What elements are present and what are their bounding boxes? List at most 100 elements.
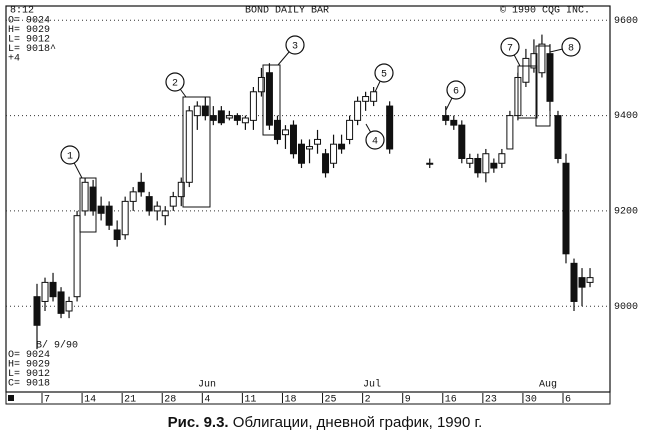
candle-body	[458, 124, 466, 159]
axis-marker	[8, 395, 14, 401]
candle-body	[153, 205, 161, 212]
candle-body	[145, 196, 153, 212]
x-tick-label: 7	[44, 395, 50, 406]
candle-body	[177, 181, 185, 198]
annotation-circle	[500, 37, 520, 57]
candle-body	[338, 143, 346, 150]
candle-body	[33, 296, 41, 326]
info-bottom: L= 9012	[8, 369, 50, 380]
x-tick-label: 28	[164, 395, 176, 406]
info-bottom: O= 9024	[8, 350, 50, 361]
candle-body	[265, 72, 273, 126]
candle-body	[193, 105, 201, 117]
candle-body	[233, 115, 241, 121]
annotation-label: 4	[372, 137, 378, 148]
x-tick-label: 16	[445, 395, 457, 406]
chart-title: BOND DAILY BAR	[245, 6, 329, 17]
x-tick-label: 30	[525, 395, 537, 406]
candle-body	[482, 153, 490, 174]
candle-body	[498, 153, 506, 164]
candle-body	[330, 143, 338, 164]
candle-body	[490, 162, 498, 169]
info-top: H= 9029	[8, 25, 50, 36]
annotation-label: 6	[453, 87, 459, 98]
candle-body	[442, 115, 450, 121]
candle-body	[57, 291, 65, 314]
annotation-circle	[561, 37, 581, 57]
annotation-circle	[374, 63, 394, 83]
candle-body	[161, 210, 169, 217]
annotation-circle	[165, 72, 185, 92]
annotation-label: 7	[507, 44, 513, 55]
annotation-circle	[60, 145, 80, 165]
candle-body	[522, 57, 530, 83]
annotation-circle	[446, 80, 466, 100]
candle-body	[450, 119, 458, 126]
candle-body	[538, 43, 546, 74]
info-bottom: H= 9029	[8, 360, 50, 371]
annotation-circle	[365, 130, 385, 150]
candle-body	[121, 200, 129, 236]
info-top: L= 9018^	[8, 44, 56, 55]
candle-body	[89, 186, 97, 212]
x-tick-label: 9	[405, 395, 411, 406]
candle-body	[306, 146, 314, 150]
candle-body	[466, 157, 474, 164]
highlight-box	[182, 96, 211, 208]
annotation-label: 3	[292, 42, 298, 53]
x-tick-label: 23	[485, 395, 497, 406]
candle-body	[113, 229, 121, 241]
y-tick-label: 9600	[614, 16, 638, 27]
x-tick-label: 18	[284, 395, 296, 406]
candle-body	[73, 215, 81, 298]
candle-body	[169, 196, 177, 207]
candle-body	[97, 205, 105, 214]
info-bottom: B/ 9/90	[36, 340, 78, 352]
candle-body	[209, 115, 217, 121]
candle-body	[105, 205, 113, 226]
timestamp: 8:12	[10, 6, 34, 17]
candle-body	[81, 181, 89, 212]
candle-body	[129, 191, 137, 202]
candle-body	[314, 138, 322, 145]
candle-body	[554, 115, 562, 159]
caption: Рис. 9.3. Облигации, дневной график, 199…	[0, 414, 650, 431]
candle-body	[474, 157, 482, 174]
candle-body	[249, 91, 257, 121]
info-bottom: C= 9018	[8, 379, 50, 390]
candle-body	[362, 96, 370, 102]
info-top: O= 9024	[8, 16, 50, 27]
highlight-box	[517, 65, 538, 119]
candle-body	[370, 91, 378, 102]
candle-body	[185, 110, 193, 183]
annotation-label: 5	[381, 70, 387, 81]
info-top: L= 9012	[8, 35, 50, 46]
y-tick-label: 9200	[614, 207, 638, 218]
highlight-box	[79, 177, 97, 233]
candle-body	[506, 115, 514, 150]
x-tick-label: 11	[244, 395, 256, 406]
candle-body	[241, 117, 249, 124]
candle-body	[426, 162, 434, 165]
x-tick-label: 21	[124, 395, 136, 406]
caption-text: Облигации, дневной график, 1990 г.	[232, 414, 483, 431]
candle-body	[578, 277, 586, 288]
candle-body	[586, 277, 594, 283]
candle-body	[225, 115, 233, 119]
month-label: Jul	[363, 379, 381, 391]
annotation-label: 8	[568, 44, 574, 55]
month-label: Jun	[198, 380, 216, 391]
candle-body	[217, 110, 225, 124]
annotation-label: 2	[172, 79, 178, 90]
info-top: +4	[8, 54, 20, 65]
x-tick-label: 4	[204, 395, 210, 406]
caption-label: Рис. 9.3.	[167, 414, 229, 431]
candle-body	[257, 76, 265, 93]
candle-body	[386, 105, 394, 150]
candle-body	[346, 119, 354, 140]
x-tick-label: 6	[565, 395, 571, 406]
candle-body	[289, 124, 297, 155]
x-tick-label: 25	[325, 395, 337, 406]
annotation-circle	[285, 35, 305, 55]
